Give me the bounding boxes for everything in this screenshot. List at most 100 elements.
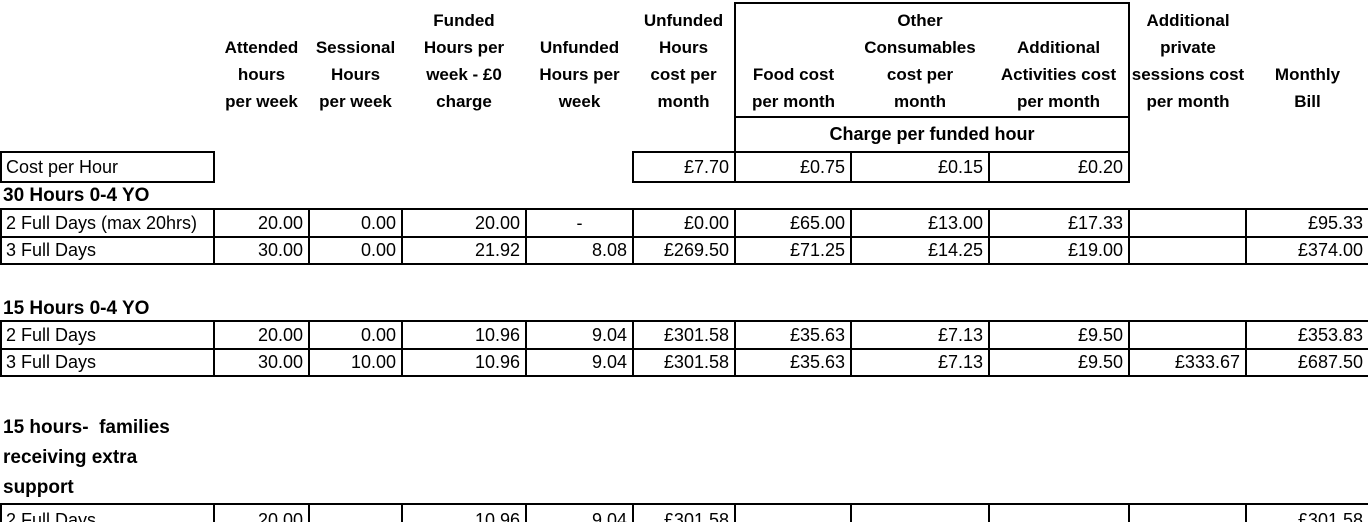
cell-consumables-cost[interactable]: £14.25 (850, 236, 990, 265)
cell-funded-hours[interactable]: 20.00 (401, 208, 527, 238)
cell-attended-hours[interactable]: 20.00 (213, 503, 310, 522)
header-private-sessions-cost[interactable]: Additional private sessions cost per mon… (1129, 3, 1246, 117)
header-attended-hours[interactable]: Attended hours per week (214, 3, 309, 117)
cell-empty[interactable] (214, 117, 309, 152)
cell-row-label[interactable]: 2 Full Days (0, 503, 215, 522)
header-line: cost per (886, 65, 954, 84)
cell-sessional-hours[interactable]: 0.00 (308, 208, 403, 238)
cell-cost-per-hour-label[interactable]: Cost per Hour (0, 151, 215, 183)
cell-empty[interactable] (1129, 152, 1246, 182)
cell-attended-hours[interactable]: 20.00 (213, 208, 310, 238)
header-line: sessions cost (1131, 65, 1245, 84)
cell-attended-hours[interactable]: 20.00 (213, 320, 310, 350)
cell-unfunded-hours[interactable]: 9.04 (525, 348, 634, 377)
cell-sessional-hours[interactable]: 0.00 (308, 320, 403, 350)
cell-attended-hours[interactable]: 30.00 (213, 236, 310, 265)
header-food-cost[interactable]: Food cost per month (734, 2, 851, 117)
cell-empty[interactable] (402, 152, 526, 182)
cell-monthly-bill[interactable]: £301.58 (1245, 503, 1368, 522)
cell-unfunded-hours[interactable]: 8.08 (525, 236, 634, 265)
cell-food-cost[interactable]: £35.63 (734, 348, 852, 377)
cell-row-label[interactable]: 2 Full Days (0, 320, 215, 350)
header-line: Attended (224, 38, 299, 57)
cell-funded-hours[interactable]: 10.96 (401, 503, 527, 522)
cell-funded-hours[interactable]: 10.96 (401, 320, 527, 350)
header-line: Consumables (864, 38, 976, 57)
cell-sessional-hours[interactable]: 10.00 (308, 348, 403, 377)
cell-food-rate[interactable]: £0.75 (734, 151, 852, 183)
cell-activities-cost[interactable]: £9.50 (988, 348, 1130, 377)
cell-activities-cost[interactable] (988, 503, 1130, 522)
cell-funded-hours[interactable]: 10.96 (401, 348, 527, 377)
cell-empty[interactable] (1129, 117, 1246, 152)
cell-monthly-bill[interactable]: £687.50 (1245, 348, 1368, 377)
cell-funded-hours[interactable]: 21.92 (401, 236, 527, 265)
cell-row-label[interactable]: 3 Full Days (0, 236, 215, 265)
cell-row-label[interactable]: 2 Full Days (max 20hrs) (0, 208, 215, 238)
section-title-row: support (1, 473, 1368, 504)
header-consumables-cost[interactable]: Other Consumables cost per month (851, 2, 989, 117)
header-unfunded-cost[interactable]: Unfunded Hours cost per month (633, 3, 735, 117)
cell-unfunded-cost[interactable]: £301.58 (632, 348, 736, 377)
cell-private-sessions-cost[interactable] (1128, 236, 1247, 265)
cell-unfunded-cost[interactable]: £301.58 (632, 320, 736, 350)
cell-unfunded-cost-rate[interactable]: £7.70 (632, 151, 736, 183)
cell-unfunded-cost[interactable]: £301.58 (632, 503, 736, 522)
table-row: 2 Full Days 20.00 0.00 10.96 9.04 £301.5… (0, 320, 1368, 350)
cell-sessional-hours[interactable]: 0.00 (308, 236, 403, 265)
header-unfunded-hours[interactable]: Unfunded Hours per week (526, 3, 633, 117)
cell-sessional-hours[interactable] (308, 503, 403, 522)
cell-empty[interactable] (1, 117, 214, 152)
cell-empty[interactable] (633, 117, 735, 152)
cell-activities-cost[interactable]: £19.00 (988, 236, 1130, 265)
cell-food-cost[interactable] (734, 503, 852, 522)
header-line: per month (1016, 92, 1101, 111)
cell-consumables-cost[interactable]: £7.13 (850, 348, 990, 377)
section-title-extra-support-line3[interactable]: support (3, 477, 74, 499)
cell-empty[interactable] (1246, 152, 1368, 182)
header-funded-hours[interactable]: Funded Hours per week - £0 charge (402, 3, 526, 117)
cell-unfunded-cost[interactable]: £0.00 (632, 208, 736, 238)
cell-private-sessions-cost[interactable] (1128, 320, 1247, 350)
cell-unfunded-cost[interactable]: £269.50 (632, 236, 736, 265)
cell-private-sessions-cost[interactable]: £333.67 (1128, 348, 1247, 377)
cell-attended-hours[interactable]: 30.00 (213, 348, 310, 377)
charge-band-label[interactable]: Charge per funded hour (734, 116, 1130, 153)
cell-unfunded-hours[interactable]: - (525, 208, 634, 238)
cell-consumables-cost[interactable] (850, 503, 990, 522)
cell-corner[interactable] (1, 3, 214, 117)
cell-activities-cost[interactable]: £9.50 (988, 320, 1130, 350)
cell-empty[interactable] (526, 117, 633, 152)
header-activities-cost[interactable]: Additional Activities cost per month (989, 2, 1130, 117)
cell-private-sessions-cost[interactable] (1128, 208, 1247, 238)
cell-empty[interactable] (309, 117, 402, 152)
cell-activities-cost[interactable]: £17.33 (988, 208, 1130, 238)
cell-empty[interactable] (309, 152, 402, 182)
cell-monthly-bill[interactable]: £374.00 (1245, 236, 1368, 265)
cell-empty[interactable] (526, 152, 633, 182)
cell-food-cost[interactable]: £65.00 (734, 208, 852, 238)
cell-monthly-bill[interactable]: £353.83 (1245, 320, 1368, 350)
cell-row-label[interactable]: 3 Full Days (0, 348, 215, 377)
section-title-30-hours[interactable]: 30 Hours 0-4 YO (3, 184, 150, 206)
cell-food-cost[interactable]: £35.63 (734, 320, 852, 350)
cell-consumables-cost[interactable]: £7.13 (850, 320, 990, 350)
section-title-15-hours[interactable]: 15 Hours 0-4 YO (3, 297, 150, 319)
cell-consumables-rate[interactable]: £0.15 (850, 151, 990, 183)
cell-empty[interactable] (1246, 117, 1368, 152)
cell-food-cost[interactable]: £71.25 (734, 236, 852, 265)
section-title-extra-support-line1[interactable]: 15 hours- families (3, 417, 170, 439)
cell-empty[interactable] (402, 117, 526, 152)
cell-consumables-cost[interactable]: £13.00 (850, 208, 990, 238)
header-line: month (657, 92, 710, 111)
cell-activities-rate[interactable]: £0.20 (988, 151, 1130, 183)
cell-unfunded-hours[interactable]: 9.04 (525, 503, 634, 522)
header-line: Unfunded (539, 38, 620, 57)
cell-unfunded-hours[interactable]: 9.04 (525, 320, 634, 350)
cell-empty[interactable] (214, 152, 309, 182)
header-monthly-bill[interactable]: Monthly Bill (1246, 3, 1368, 117)
cell-private-sessions-cost[interactable] (1128, 503, 1247, 522)
cell-monthly-bill[interactable]: £95.33 (1245, 208, 1368, 238)
header-sessional-hours[interactable]: Sessional Hours per week (309, 3, 402, 117)
section-title-extra-support-line2[interactable]: receiving extra (3, 447, 138, 469)
